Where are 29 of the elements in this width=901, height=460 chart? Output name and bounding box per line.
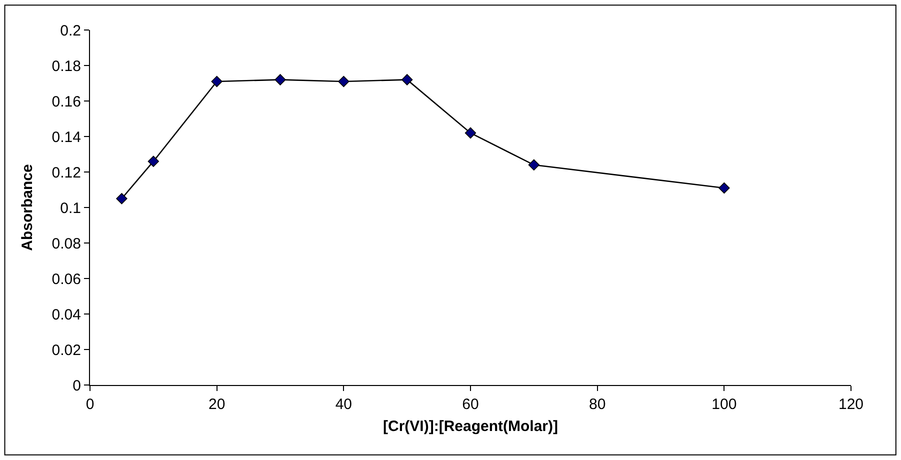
x-tick-label: 40	[335, 396, 352, 413]
x-tick-label: 20	[208, 396, 226, 413]
point	[528, 159, 540, 170]
y-tick-label: 0.06	[52, 270, 81, 288]
y-axis-title: Absorbance	[19, 164, 36, 251]
y-tick-label: 0.04	[52, 306, 81, 324]
y-tick-label: 0.12	[52, 164, 81, 182]
x-tick-label: 120	[838, 396, 864, 413]
point	[148, 156, 160, 167]
point	[338, 76, 350, 88]
y-tick-label: 0.16	[52, 93, 81, 110]
y-tick-label: 0.1	[60, 200, 81, 217]
point	[274, 74, 286, 86]
y-tick-label: 0.14	[52, 128, 81, 146]
point	[116, 193, 128, 204]
y-tick-label: 0.08	[52, 235, 81, 252]
point	[718, 182, 730, 194]
x-tick-label: 60	[462, 396, 479, 413]
y-tick-label: 0.02	[52, 342, 81, 359]
point	[401, 74, 413, 86]
x-tick-label: 100	[712, 396, 737, 413]
point	[464, 127, 476, 139]
y-tick-label: 0.18	[52, 58, 81, 75]
y-tick-label: 0	[72, 377, 81, 394]
y-tick-label: 0.2	[60, 22, 81, 40]
x-tick-label: 80	[588, 396, 606, 413]
x-tick-label: 0	[86, 396, 94, 413]
x-axis-title: [Cr(VI)]:[Reagent(Molar)]	[383, 418, 558, 435]
point	[211, 76, 222, 88]
